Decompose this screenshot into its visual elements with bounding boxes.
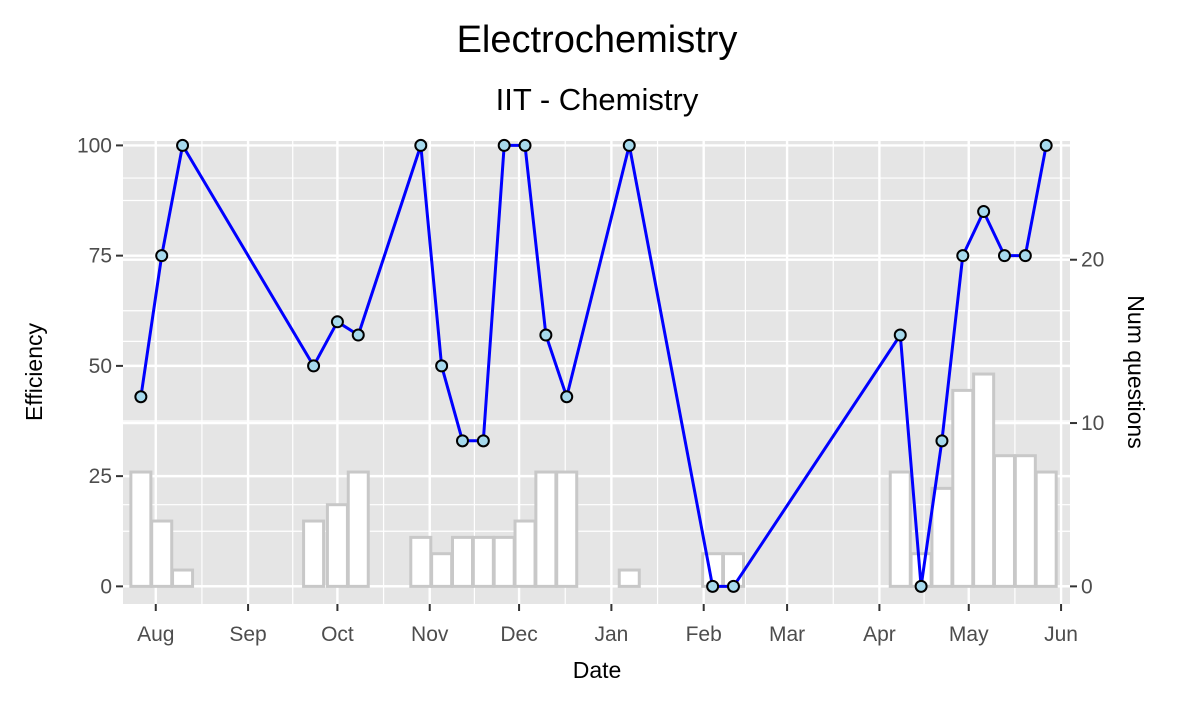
efficiency-point [706, 579, 720, 593]
efficiency-point [307, 359, 321, 373]
grid-lines [123, 141, 1070, 604]
question-count-bar [1013, 454, 1037, 588]
question-count-bar [617, 568, 641, 588]
question-count-bar [430, 552, 454, 588]
x-tick-label: Apr [863, 623, 896, 646]
efficiency-point [518, 138, 532, 152]
point-series [134, 138, 1053, 593]
efficiency-point [330, 315, 344, 329]
question-count-bar [450, 535, 474, 588]
y-tick-label: 25 [89, 465, 112, 488]
question-count-bar [492, 535, 516, 588]
x-tick-label: Mar [769, 623, 805, 646]
efficiency-point [914, 579, 928, 593]
question-count-bar [171, 568, 195, 588]
chart-title: Electrochemistry [457, 19, 738, 61]
efficiency-point [622, 138, 636, 152]
y2-tick-label: 10 [1081, 412, 1104, 435]
x-tick-label: Nov [411, 623, 449, 646]
x-tick-label: Oct [321, 623, 354, 646]
axes: Aug Sep Oct Nov Dec Jan Feb Mar Apr May Jun 0 25 50 75… [77, 134, 1104, 646]
efficiency-point [726, 579, 740, 593]
x-axis-title: Date [573, 657, 622, 683]
x-tick-label: Aug [137, 623, 174, 646]
efficiency-point [134, 390, 148, 404]
x-tick-label: Jun [1044, 623, 1078, 646]
question-count-bar [1034, 470, 1058, 588]
x-tick-label: Feb [686, 623, 722, 646]
question-count-bar [325, 503, 349, 588]
y2-tick-label: 20 [1081, 249, 1104, 272]
question-count-bar [409, 535, 433, 588]
x-tick-label: Jan [594, 623, 628, 646]
y-tick-label: 100 [77, 134, 112, 157]
efficiency-point [997, 249, 1011, 263]
efficiency-point [893, 328, 907, 342]
efficiency-point [497, 138, 511, 152]
y-tick-label: 50 [89, 355, 112, 378]
efficiency-point [351, 328, 365, 342]
question-count-bar [992, 454, 1016, 588]
question-count-bar [555, 470, 579, 588]
efficiency-point [977, 205, 991, 219]
x-tick-label: Sep [229, 623, 266, 646]
efficiency-point [539, 328, 553, 342]
y-tick-label: 0 [100, 575, 112, 598]
efficiency-point [1039, 138, 1053, 152]
question-count-bar [513, 519, 537, 588]
y-axis-title: Efficiency [21, 322, 47, 421]
bar-series [129, 372, 1058, 588]
chart-subtitle: IIT - Chemistry [496, 82, 699, 117]
efficiency-point [476, 434, 490, 448]
y2-tick-label: 0 [1081, 575, 1093, 598]
efficiency-point [956, 249, 970, 263]
question-count-bar [302, 519, 326, 588]
plot-panel [123, 141, 1070, 604]
efficiency-point [414, 138, 428, 152]
question-count-bar [150, 519, 174, 588]
question-count-bar [951, 388, 975, 588]
y2-axis-title: Num questions [1123, 295, 1149, 448]
efficiency-point [560, 390, 574, 404]
efficiency-point [935, 434, 949, 448]
x-tick-label: Dec [500, 623, 537, 646]
question-count-bar [534, 470, 558, 588]
question-count-bar [972, 372, 996, 588]
efficiency-point [455, 434, 469, 448]
question-count-bar [129, 470, 153, 588]
efficiency-point [176, 138, 190, 152]
efficiency-point [155, 249, 169, 263]
efficiency-point [1018, 249, 1032, 263]
question-count-bar [930, 486, 954, 588]
x-tick-label: May [949, 623, 989, 646]
question-count-bar [888, 470, 912, 588]
efficiency-point [435, 359, 449, 373]
question-count-bar [471, 535, 495, 588]
y-tick-label: 75 [89, 245, 112, 268]
question-count-bar [346, 470, 370, 588]
